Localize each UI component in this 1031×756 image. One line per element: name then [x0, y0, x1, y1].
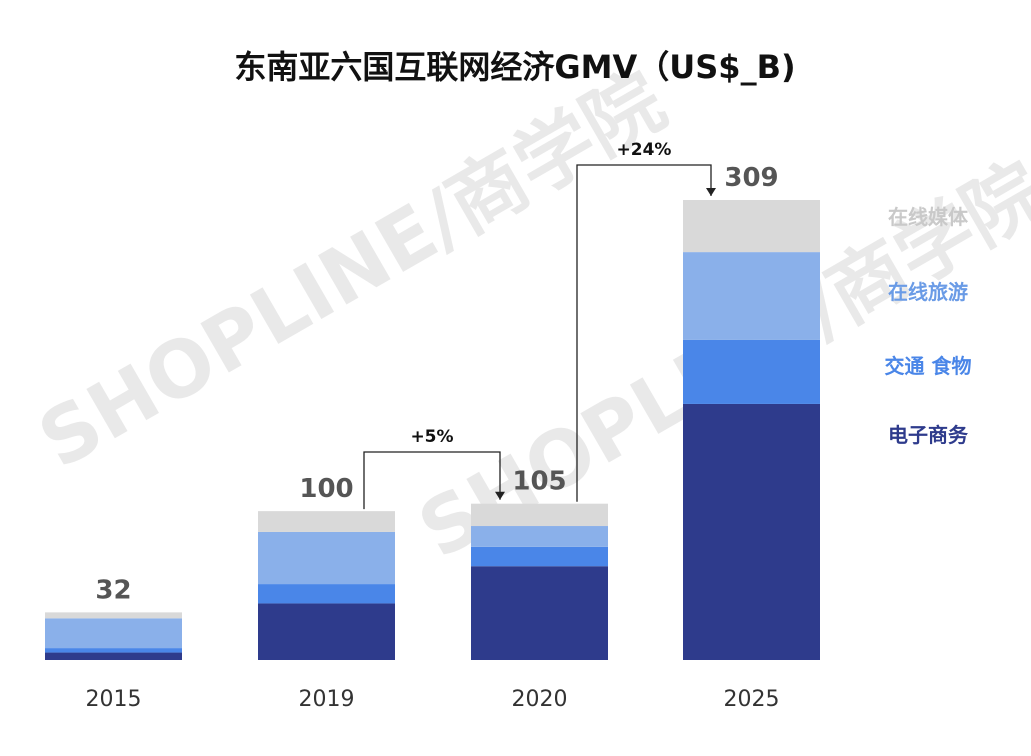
chart-title: 东南亚六国互联网经济GMV（US$_B) — [234, 48, 795, 86]
growth-arrowhead — [495, 491, 505, 500]
bar-segment — [45, 612, 182, 619]
growth-arrowhead — [706, 188, 716, 196]
legend-label: 交通 食物 — [885, 354, 972, 378]
watermark-layer: SHOPLINE/商学院SHOPLINE/商学院 — [25, 56, 1031, 576]
total-label: 105 — [512, 467, 566, 497]
bar-segment — [45, 652, 182, 660]
legend-label: 在线旅游 — [888, 280, 968, 304]
x-axis-ticks: 2015 2019 2020 2025 — [86, 687, 780, 712]
x-tick-label: 2015 — [86, 687, 142, 712]
total-label: 32 — [95, 575, 131, 605]
bar-segment — [258, 531, 395, 585]
total-label: 309 — [724, 163, 778, 193]
bar-segment — [258, 603, 395, 660]
bar-segment — [45, 648, 182, 653]
legend-label: 电子商务 — [888, 423, 969, 447]
bar-segment — [471, 526, 608, 547]
bar-segment — [683, 339, 820, 404]
total-label: 100 — [299, 474, 353, 504]
bar-segment — [683, 403, 820, 660]
x-tick-label: 2025 — [724, 687, 780, 712]
x-tick-label: 2020 — [512, 687, 568, 712]
growth-label: +5% — [410, 427, 453, 447]
growth-bracket — [363, 451, 501, 510]
legend: 电子商务 交通 食物 在线旅游 在线媒体 — [885, 205, 972, 447]
bar-segment — [258, 511, 395, 532]
bar-segment — [471, 566, 608, 660]
bar-segment — [258, 584, 395, 604]
x-tick-label: 2019 — [299, 687, 355, 712]
bar-segment — [45, 618, 182, 649]
growth-annotations: +5% +24% — [363, 140, 716, 510]
bars — [45, 200, 820, 660]
legend-label: 在线媒体 — [888, 205, 969, 229]
growth-bracket — [576, 164, 712, 502]
growth-label: +24% — [617, 140, 672, 160]
bar-segment — [683, 200, 820, 253]
total-labels: 32 100 105 309 — [95, 163, 778, 605]
bar-segment — [471, 546, 608, 567]
bar-segment — [471, 503, 608, 527]
bar-segment — [683, 252, 820, 340]
